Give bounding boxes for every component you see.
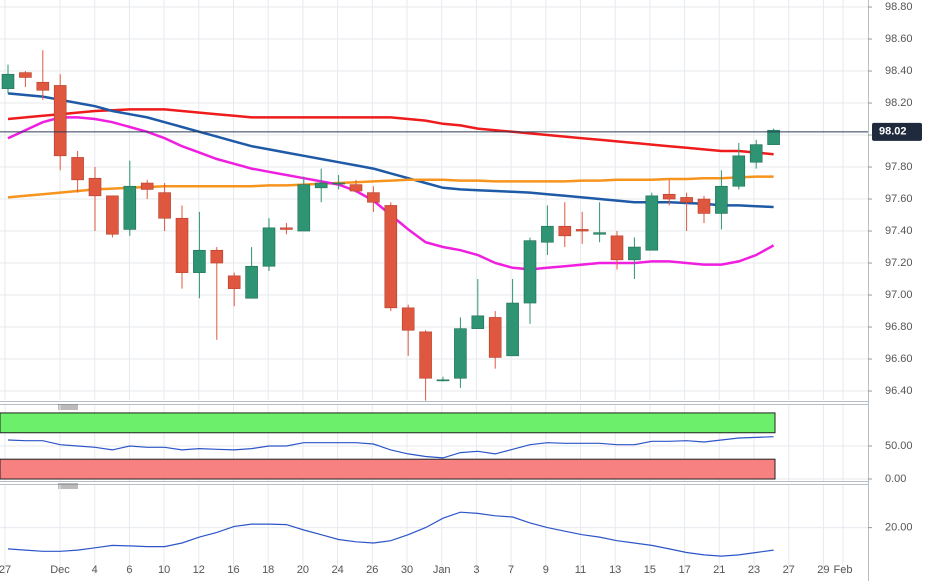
candle-body bbox=[349, 184, 363, 192]
x-tick-label: 13 bbox=[609, 564, 621, 576]
candle-body bbox=[123, 185, 137, 230]
x-tick-label: 30 bbox=[401, 564, 413, 576]
candle-body bbox=[1, 73, 15, 89]
x-tick-label: Jan bbox=[433, 564, 451, 576]
candle-body bbox=[71, 157, 84, 181]
x-tick-label: 4 bbox=[92, 564, 98, 576]
band bbox=[0, 412, 776, 434]
candle-body bbox=[175, 217, 189, 273]
candle-body bbox=[106, 195, 119, 235]
panel-separator bbox=[0, 0, 869, 581]
candle-body bbox=[488, 317, 502, 358]
candle-body bbox=[88, 177, 102, 197]
y-tick-label: 96.80 bbox=[885, 321, 913, 333]
indicator-line bbox=[7, 436, 774, 459]
x-tick-label: 3 bbox=[473, 564, 479, 576]
candle-body bbox=[662, 193, 676, 200]
candle-body bbox=[367, 192, 380, 203]
candle-body bbox=[593, 232, 606, 235]
last-price-label: 98.02 bbox=[879, 126, 907, 138]
indicator-line bbox=[7, 108, 774, 156]
x-tick-label: 24 bbox=[331, 564, 343, 576]
candle-body bbox=[749, 144, 763, 163]
candle-body bbox=[436, 379, 450, 382]
x-tick-label: 29 bbox=[817, 564, 829, 576]
x-tick-label: 26 bbox=[366, 564, 378, 576]
y-tick-label: 98.60 bbox=[885, 33, 913, 45]
x-tick-label: 23 bbox=[748, 564, 760, 576]
candle-body bbox=[558, 225, 572, 237]
candle-body bbox=[454, 328, 467, 379]
y-tick-label: 97.80 bbox=[885, 161, 913, 173]
y-tick-label: 98.80 bbox=[885, 1, 913, 13]
y-tick-label: 96.60 bbox=[885, 353, 913, 365]
candle-body bbox=[314, 182, 328, 189]
candle-body bbox=[401, 307, 415, 331]
y-tick-label: 98.40 bbox=[885, 65, 913, 77]
candle-body bbox=[280, 227, 293, 230]
candle-body bbox=[297, 184, 311, 232]
candle-body bbox=[262, 227, 276, 267]
candle-body bbox=[384, 205, 398, 309]
candle-body bbox=[36, 81, 50, 91]
band bbox=[0, 458, 776, 480]
y-tick-label: 97.00 bbox=[885, 289, 913, 301]
y-tick-label: 20.00 bbox=[885, 522, 913, 534]
y-tick-label: 97.60 bbox=[885, 193, 913, 205]
y-tick-label: 96.40 bbox=[885, 385, 913, 397]
indicator-line bbox=[7, 511, 774, 557]
y-tick-label: 97.20 bbox=[885, 257, 913, 269]
x-tick-label: 20 bbox=[297, 564, 309, 576]
candle-body bbox=[227, 275, 241, 289]
candle-body bbox=[158, 192, 171, 219]
candle-body bbox=[645, 195, 659, 251]
x-tick-label: 16 bbox=[227, 564, 239, 576]
candle-body bbox=[419, 331, 432, 379]
x-tick-label: Dec bbox=[50, 564, 70, 576]
candle-body bbox=[506, 302, 519, 357]
x-tick-label: 18 bbox=[262, 564, 274, 576]
y-tick-label: 0.00 bbox=[885, 473, 906, 485]
y-tick-label: 97.40 bbox=[885, 225, 913, 237]
x-tick-label: 27 bbox=[783, 564, 795, 576]
x-tick-label: 6 bbox=[126, 564, 132, 576]
grid bbox=[0, 0, 868, 575]
candle-body bbox=[697, 198, 711, 214]
candle-body bbox=[575, 229, 589, 232]
candle-body bbox=[210, 249, 224, 264]
x-tick-label: 7 bbox=[508, 564, 514, 576]
y-tick-label: 50.00 bbox=[885, 440, 913, 452]
candle-body bbox=[332, 182, 345, 185]
x-tick-label: 15 bbox=[644, 564, 656, 576]
candle-body bbox=[715, 185, 728, 214]
candle-body bbox=[628, 246, 641, 261]
x-tick-label: 11 bbox=[575, 564, 586, 576]
x-tick-label: 9 bbox=[543, 564, 549, 576]
candle-body bbox=[767, 129, 780, 145]
candle-body bbox=[732, 155, 746, 187]
candle-body bbox=[140, 182, 154, 190]
candle-body bbox=[610, 235, 624, 261]
x-tick-label: 27 bbox=[0, 564, 11, 576]
candle-body bbox=[523, 240, 537, 304]
last-price-box bbox=[872, 122, 922, 141]
candle-body bbox=[19, 72, 32, 78]
candle-body bbox=[471, 315, 485, 329]
y-tick-label: 98.20 bbox=[885, 97, 913, 109]
x-tick-label: 10 bbox=[158, 564, 170, 576]
x-tick-label: Feb bbox=[834, 564, 853, 576]
x-tick-label: 12 bbox=[193, 564, 205, 576]
candle-body bbox=[193, 249, 206, 273]
x-tick-label: 17 bbox=[678, 564, 690, 576]
candle-body bbox=[53, 85, 67, 157]
candle-body bbox=[680, 197, 693, 203]
candle-body bbox=[245, 265, 258, 299]
candle-body bbox=[541, 225, 554, 243]
x-tick-label: 21 bbox=[713, 564, 725, 576]
